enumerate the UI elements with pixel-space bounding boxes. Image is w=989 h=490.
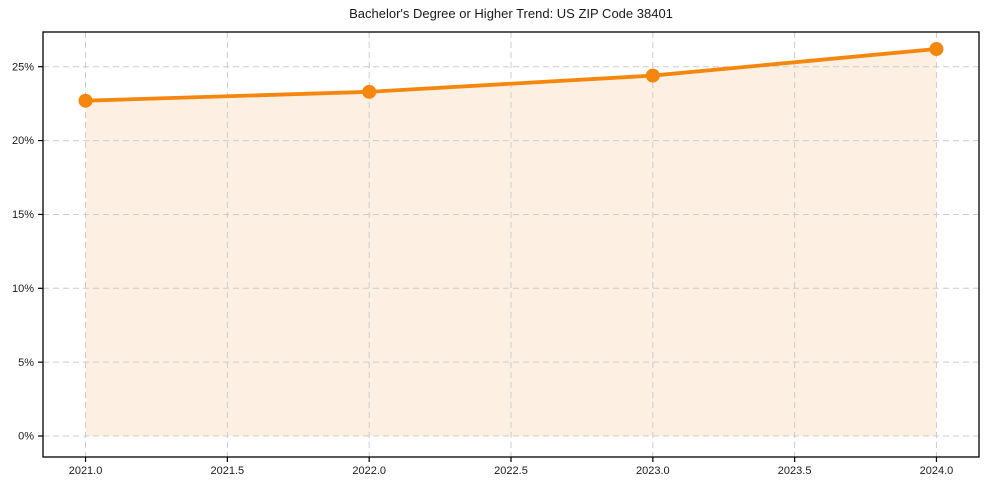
x-tick-label: 2023.5 <box>778 465 812 477</box>
y-tick-label: 25% <box>12 61 34 73</box>
x-tick-label: 2023.0 <box>636 465 670 477</box>
chart-title: Bachelor's Degree or Higher Trend: US ZI… <box>349 6 673 21</box>
x-tick-label: 2024.0 <box>920 465 954 477</box>
data-point <box>929 41 944 56</box>
y-tick-label: 5% <box>18 357 34 369</box>
data-point <box>78 93 93 108</box>
y-tick-label: 20% <box>12 135 34 147</box>
data-point <box>645 68 660 83</box>
x-tick-label: 2022.0 <box>352 465 386 477</box>
y-tick-label: 15% <box>12 209 34 221</box>
y-tick-label: 10% <box>12 283 34 295</box>
x-tick-label: 2021.5 <box>211 465 245 477</box>
x-tick-label: 2022.5 <box>494 465 528 477</box>
y-tick-label: 0% <box>18 431 34 443</box>
x-tick-label: 2021.0 <box>69 465 103 477</box>
trend-line <box>83 47 939 103</box>
data-point <box>362 84 377 99</box>
